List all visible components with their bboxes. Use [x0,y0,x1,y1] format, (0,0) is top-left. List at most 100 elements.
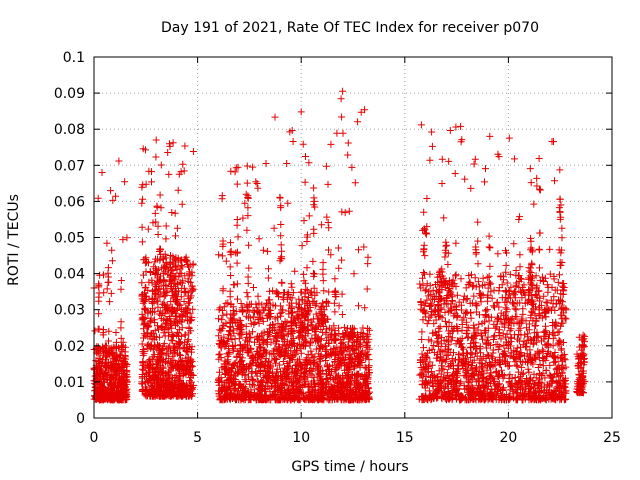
data-point [266,306,274,314]
data-point [288,283,296,291]
data-point [255,319,263,327]
data-point [312,310,320,318]
data-point [149,385,157,393]
data-point [164,359,172,367]
data-point [140,334,147,342]
data-point [257,351,265,359]
data-point [262,386,269,394]
data-point [318,221,326,229]
data-point [362,371,370,379]
data-point [222,299,230,307]
data-point [233,318,241,326]
data-point [317,342,325,350]
data-point [273,290,281,298]
data-point [95,297,103,305]
data-point [150,316,158,324]
data-point [338,387,346,395]
data-point [270,392,278,400]
data-point [462,310,469,318]
data-point [275,343,283,351]
data-point [363,380,371,388]
data-point [263,340,271,348]
data-point [154,342,162,350]
data-point [364,391,371,399]
data-point [510,240,518,248]
data-point [177,293,185,301]
data-point [364,325,372,332]
data-point [98,169,106,176]
data-point [148,276,156,284]
data-point [362,355,370,363]
data-point [252,178,260,186]
data-point [361,106,369,114]
data-point [288,328,296,336]
data-point [346,350,354,358]
data-point [150,336,158,344]
data-point [280,336,288,344]
data-point [276,382,284,390]
data-point [323,298,331,305]
data-point [242,190,250,198]
data-point [278,384,285,391]
data-point [284,199,292,207]
data-point [177,332,185,340]
data-point [298,333,306,341]
data-point [237,300,245,307]
data-point [494,250,502,258]
data-point [143,370,151,378]
data-point [227,323,235,331]
data-point [249,328,257,336]
data-point [218,378,226,386]
data-point [117,342,125,350]
data-point [151,270,159,278]
data-point [141,306,149,314]
data-point [215,355,223,363]
data-point [239,361,247,368]
data-point [253,308,261,316]
data-point [105,394,112,402]
data-point [138,199,146,207]
data-point [177,339,184,347]
data-point [325,340,332,347]
data-point [238,365,246,373]
data-point [288,378,296,386]
data-point [144,225,152,233]
data-point [293,346,300,354]
data-point [178,311,186,319]
data-point [546,361,554,369]
data-point [169,364,177,372]
data-point [304,322,311,330]
data-point [438,180,446,187]
data-point [474,218,482,226]
data-point [165,315,173,323]
data-point [178,279,186,287]
data-point [319,311,327,319]
data-point [101,359,109,367]
data-point [108,371,116,379]
data-point [284,288,292,296]
data-point [272,356,280,363]
data-point [351,179,359,187]
data-point [156,246,164,254]
data-point [145,357,153,365]
data-point [266,350,274,358]
data-point [154,322,161,330]
data-point [255,235,263,243]
data-point [112,354,120,362]
data-point [152,218,160,226]
data-point [519,310,527,318]
data-point [481,178,488,186]
data-point [316,357,324,365]
data-point [117,360,125,368]
data-point [183,341,191,349]
data-point [421,252,429,260]
data-point [322,162,330,170]
data-point [349,336,357,344]
data-point [142,292,150,300]
data-point [229,343,237,350]
data-point [139,145,147,153]
data-point [103,285,111,293]
data-point [186,366,194,374]
data-point [467,309,474,316]
data-point [339,372,347,380]
